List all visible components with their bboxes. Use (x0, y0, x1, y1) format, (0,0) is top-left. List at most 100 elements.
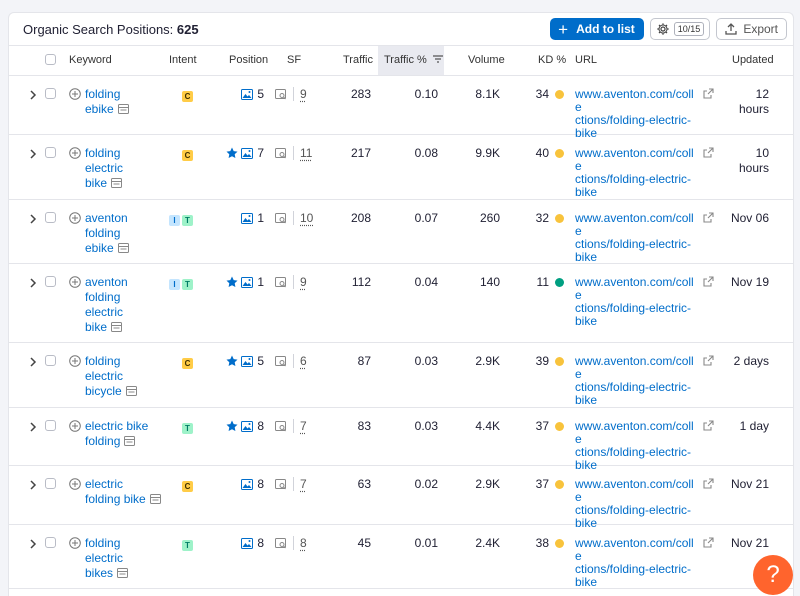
add-keyword-button[interactable] (69, 88, 81, 103)
serp-snapshot-icon[interactable] (117, 567, 128, 582)
sf-count[interactable]: 10 (300, 211, 313, 225)
row-checkbox[interactable] (45, 478, 56, 489)
row-checkbox[interactable] (45, 147, 56, 158)
add-keyword-button[interactable] (69, 420, 81, 435)
volume-value: 2.9K (454, 477, 500, 491)
expand-row-button[interactable] (29, 479, 37, 493)
volume-value: 2.9K (454, 354, 500, 368)
open-url-button[interactable] (703, 88, 714, 102)
sf-count[interactable]: 9 (300, 87, 307, 101)
keyword-link[interactable]: folding electric bike (85, 146, 123, 192)
add-keyword-button[interactable] (69, 355, 81, 370)
add-keyword-button[interactable] (69, 276, 81, 291)
row-checkbox[interactable] (45, 355, 56, 366)
open-url-button[interactable] (703, 147, 714, 161)
serp-features-button[interactable] (275, 538, 287, 552)
open-url-button[interactable] (703, 212, 714, 226)
columns-settings-button[interactable]: 10/15 (650, 18, 711, 40)
serp-snapshot-icon[interactable] (124, 435, 135, 450)
serp-snapshot-icon[interactable] (118, 103, 129, 118)
chevron-right-icon (29, 149, 37, 159)
keyword-link[interactable]: aventon folding ebike (85, 211, 129, 257)
row-checkbox[interactable] (45, 88, 56, 99)
sf-count[interactable]: 6 (300, 354, 307, 368)
open-url-button[interactable] (703, 478, 714, 492)
keyword-link[interactable]: aventon folding electric bike (85, 275, 128, 336)
export-button[interactable]: Export (716, 18, 787, 40)
url-link[interactable]: www.aventon.com/colle ctions/folding-elec… (575, 212, 699, 264)
add-keyword-button[interactable] (69, 212, 81, 227)
expand-row-button[interactable] (29, 148, 37, 162)
table-row: folding ebike C 5 9 283 0.10 8.1K 34 www.aventon.… (9, 75, 793, 135)
intent-badge: T (182, 279, 193, 290)
open-url-button[interactable] (703, 355, 714, 369)
sf-count[interactable]: 7 (300, 477, 307, 491)
serp-snapshot-icon[interactable] (111, 321, 122, 336)
serp-features-button[interactable] (275, 148, 287, 162)
col-kd[interactable]: KD % (538, 46, 566, 75)
expand-row-button[interactable] (29, 89, 37, 103)
serp-snapshot-icon[interactable] (118, 242, 129, 257)
col-position[interactable]: Position (229, 46, 268, 75)
star-icon (226, 420, 238, 432)
panel-header: Organic Search Positions: 625 + Add to l… (9, 13, 793, 46)
serp-features-button[interactable] (275, 213, 287, 227)
keyword-link[interactable]: electric bike folding (85, 419, 148, 450)
col-traffic-pct[interactable]: Traffic % (378, 46, 444, 75)
serp-features-button[interactable] (275, 421, 287, 435)
col-updated[interactable]: Updated (732, 46, 774, 75)
serp-features-button[interactable] (275, 277, 287, 291)
open-url-button[interactable] (703, 537, 714, 551)
add-keyword-button[interactable] (69, 537, 81, 552)
sf-count[interactable]: 7 (300, 419, 307, 433)
image-result-icon (241, 356, 253, 367)
col-volume[interactable]: Volume (468, 46, 505, 75)
kd-cell: 11 (514, 275, 564, 289)
url-link[interactable]: www.aventon.com/colle ctions/folding-elec… (575, 537, 699, 589)
row-checkbox-cell (45, 478, 56, 489)
select-all-checkbox[interactable] (45, 54, 56, 65)
keyword-line: folding (85, 290, 128, 305)
url-link[interactable]: www.aventon.com/colle ctions/folding-elec… (575, 147, 699, 199)
sf-count[interactable]: 9 (300, 275, 307, 289)
intent-badges: C (182, 355, 195, 369)
open-url-button[interactable] (703, 420, 714, 434)
row-checkbox[interactable] (45, 212, 56, 223)
url-link[interactable]: www.aventon.com/colle ctions/folding-elec… (575, 276, 699, 328)
expand-row-button[interactable] (29, 277, 37, 291)
keyword-link[interactable]: folding electric bikes (85, 536, 128, 582)
serp-features-button[interactable] (275, 479, 287, 493)
expand-row-button[interactable] (29, 213, 37, 227)
table-row: aventon folding electric bike I T 1 9 112 0.04 140… (9, 263, 793, 343)
url-link[interactable]: www.aventon.com/colle ctions/folding-elec… (575, 355, 699, 407)
serp-features-button[interactable] (275, 356, 287, 370)
expand-row-button[interactable] (29, 356, 37, 370)
serp-snapshot-icon[interactable] (111, 177, 122, 192)
col-url[interactable]: URL (575, 46, 597, 75)
expand-row-button[interactable] (29, 421, 37, 435)
add-to-list-button[interactable]: + Add to list (550, 18, 644, 40)
col-traffic[interactable]: Traffic (343, 46, 373, 75)
row-checkbox[interactable] (45, 537, 56, 548)
row-checkbox[interactable] (45, 276, 56, 287)
add-keyword-button[interactable] (69, 478, 81, 493)
url-link[interactable]: www.aventon.com/colle ctions/folding-elec… (575, 478, 699, 530)
keyword-link[interactable]: folding ebike (85, 87, 129, 118)
open-url-button[interactable] (703, 276, 714, 290)
serp-snapshot-icon[interactable] (150, 493, 161, 508)
keyword-link[interactable]: electric folding bike (85, 477, 161, 508)
col-intent[interactable]: Intent (169, 46, 197, 75)
help-button[interactable]: ? (753, 555, 793, 595)
sf-count[interactable]: 11 (300, 146, 312, 160)
row-checkbox[interactable] (45, 420, 56, 431)
serp-snapshot-icon[interactable] (126, 385, 137, 400)
sf-count[interactable]: 8 (300, 536, 307, 550)
keyword-link[interactable]: folding electric bicycle (85, 354, 137, 400)
positions-count: 625 (177, 22, 199, 37)
col-sf[interactable]: SF (287, 46, 301, 75)
serp-features-button[interactable] (275, 89, 287, 103)
col-keyword[interactable]: Keyword (69, 46, 112, 75)
add-keyword-button[interactable] (69, 147, 81, 162)
url-link[interactable]: www.aventon.com/colle ctions/folding-elec… (575, 88, 699, 140)
expand-row-button[interactable] (29, 538, 37, 552)
